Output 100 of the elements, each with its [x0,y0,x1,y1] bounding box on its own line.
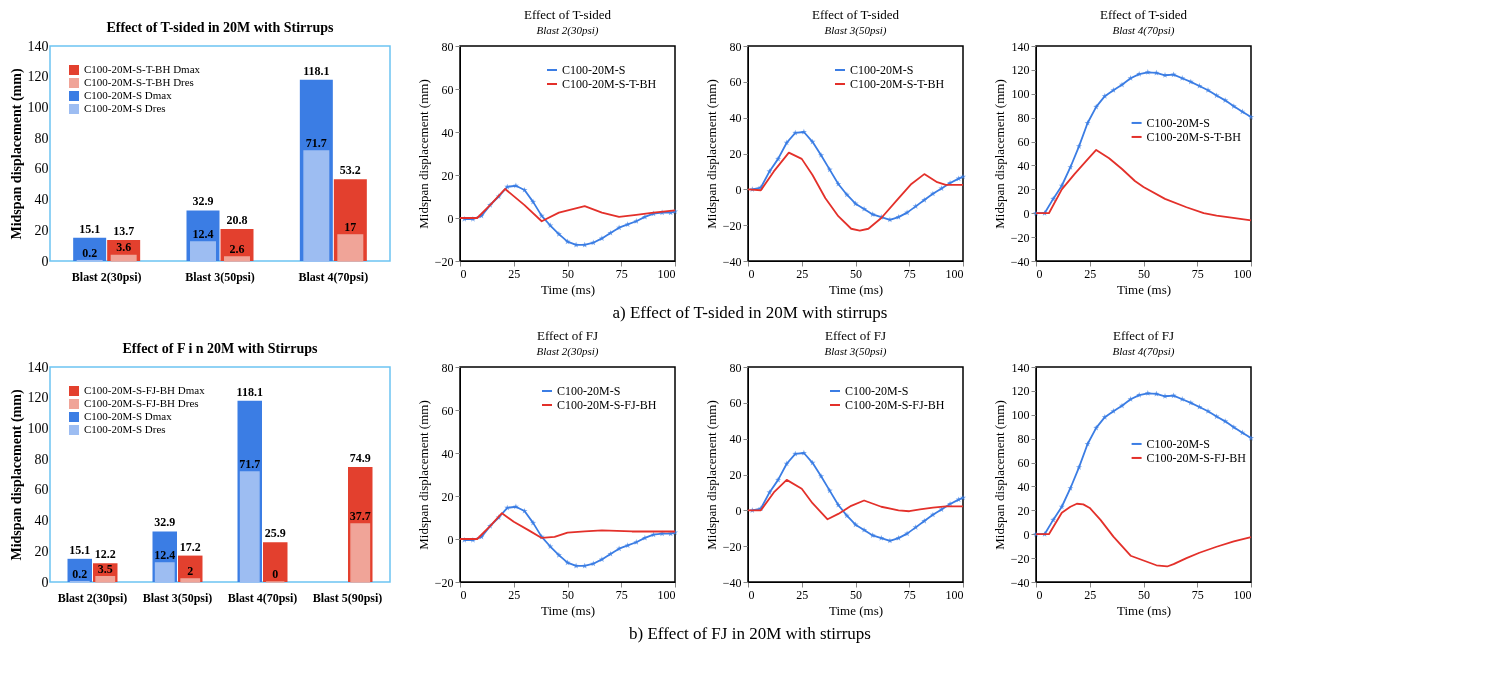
x-tick-label: Blast 4(70psi) [298,269,369,284]
legend-label: C100-20M-S-T-BH [1146,129,1242,144]
chart-subtitle: Blast 3(50psi) [824,345,887,358]
x-axis-title: Time (ms) [1116,602,1172,618]
y-tick-label: 40 [441,125,454,140]
data-label: 32.9 [192,194,214,209]
y-tick-label: 0 [447,532,454,547]
y-axis-title: Midspan displacement (mm) [991,400,1007,550]
data-label: 15.1 [69,542,91,557]
x-tick-label: 100 [945,266,964,281]
chart-title: Effect of T-sided in 20M with Stirrups [106,20,335,35]
legend-label: C100-20M-S [562,63,626,77]
y-axis-title: Midspan displacement (mm) [8,68,25,240]
y-axis-title: Midspan displacement (mm) [415,400,431,550]
y-tick-label: 40 [34,192,49,208]
y-tick-label: 40 [729,111,742,126]
y-tick-label: 20 [441,489,454,504]
y-tick-label: 120 [27,390,49,406]
x-tick-label: 100 [657,266,676,281]
x-tick-label: Blast 4(70psi) [227,590,298,605]
legend-label: C100-20M-S-FJ-BH Dres [84,397,199,409]
data-label: 2.6 [229,242,245,257]
x-axis-title: Time (ms) [828,602,884,618]
x-tick-label: 25 [796,587,809,602]
legend-label: C100-20M-S-FJ-BH Dmax [84,384,206,396]
data-label: 3.5 [97,561,113,576]
x-tick-label: 75 [615,587,628,602]
y-tick-label: 0 [447,211,454,226]
y-tick-label: 40 [729,432,742,447]
y-tick-label: 20 [1017,182,1030,197]
data-label: 71.7 [239,456,261,471]
legend-label: C100-20M-S Dres [84,423,166,435]
chart-subtitle: Blast 4(70psi) [1112,345,1175,358]
x-tick-label: 0 [460,587,467,602]
x-tick-label: 25 [796,266,809,281]
data-label: 0.2 [82,245,98,260]
data-label: 12.4 [192,226,214,241]
y-tick-label: 40 [34,513,49,529]
y-tick-label: −20 [1010,230,1030,245]
y-tick-label: 0 [1023,527,1030,542]
y-axis-title: Midspan displacement (mm) [415,79,431,229]
y-tick-label: 100 [1011,87,1030,102]
x-tick-label: Blast 2(30psi) [71,269,142,284]
y-tick-label: −20 [1010,551,1030,566]
text: a) Effect of T-sided in 20M with stirrups [612,303,888,322]
y-tick-label: −20 [722,539,742,554]
data-label: 0 [272,567,279,581]
x-axis-title: Time (ms) [1116,281,1172,297]
x-tick-label: 50 [562,266,574,281]
x-tick-label: Blast 5(90psi) [312,590,383,605]
y-tick-label: 140 [27,38,49,54]
y-tick-label: 0 [41,253,49,269]
y-axis-title: Midspan displacement (mm) [991,79,1007,229]
data-label: 20.8 [226,213,248,228]
y-axis-title: Midspan displacement (mm) [8,389,25,561]
legend-label: C100-20M-S Dmax [84,410,173,422]
y-tick-label: 0 [1023,206,1030,221]
chart-title: Effect of T-sided [1099,7,1188,22]
x-tick-label: Blast 3(50psi) [185,269,255,284]
chart-subtitle: Blast 2(30psi) [536,24,599,37]
data-label: 25.9 [264,526,286,541]
data-label: 32.9 [154,515,176,530]
y-tick-label: 60 [729,396,742,411]
y-tick-label: 20 [729,468,742,482]
y-tick-label: 20 [1017,503,1030,518]
data-label: 13.7 [113,223,135,238]
y-tick-label: 60 [1017,135,1030,150]
data-label: 2 [187,563,194,578]
y-tick-label: 40 [441,446,454,461]
x-tick-label: Blast 2(30psi) [57,590,128,605]
y-tick-label: 80 [1017,111,1030,126]
x-tick-label: 75 [903,266,916,281]
y-tick-label: 100 [1011,408,1030,423]
y-tick-label: 20 [34,543,49,559]
legend-label: C100-20M-S [845,384,909,398]
x-tick-label: 75 [903,587,916,602]
chart-subtitle: Blast 4(70psi) [1112,24,1175,37]
legend-label: C100-20M-S-T-BH [562,77,657,91]
text: b) Effect of FJ in 20M with stirrups [629,624,871,643]
x-tick-label: 50 [562,587,574,602]
chart-subtitle: Blast 3(50psi) [824,24,887,37]
y-tick-label: 140 [1011,360,1030,375]
x-tick-label: 100 [657,587,676,602]
y-tick-label: −40 [722,575,742,590]
y-tick-label: 20 [729,147,742,161]
y-tick-label: 0 [41,574,49,590]
y-tick-label: 100 [27,420,49,436]
chart-subtitle: Blast 2(30psi) [536,345,599,358]
y-tick-label: 60 [34,482,49,498]
x-tick-label: 0 [748,587,755,602]
x-tick-label: 0 [1036,587,1043,602]
y-tick-label: 120 [27,69,49,85]
x-tick-label: 100 [1233,266,1252,281]
y-tick-label: −20 [434,254,454,269]
data-label: 15.1 [79,221,101,236]
x-tick-label: Blast 3(50psi) [142,590,213,605]
y-axis-title: Midspan displacement (mm) [703,79,719,229]
y-tick-label: 60 [34,161,49,177]
y-tick-label: 60 [441,403,454,418]
y-tick-label: 80 [441,39,454,54]
